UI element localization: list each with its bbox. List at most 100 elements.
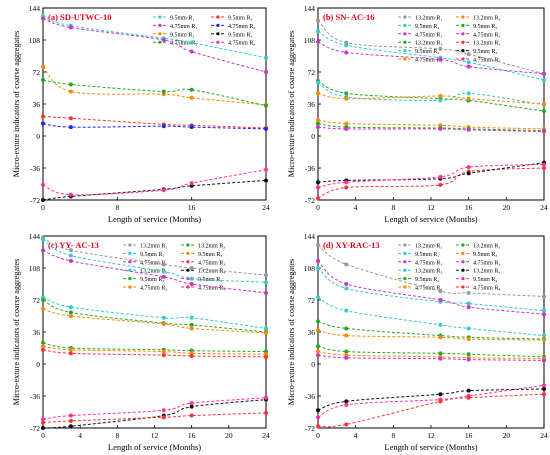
data-point	[41, 426, 45, 430]
data-point	[466, 91, 471, 96]
data-point	[438, 322, 443, 327]
series-line	[42, 237, 267, 276]
y-tick-label: 72	[308, 296, 316, 305]
series-line	[42, 169, 267, 196]
legend-label: 13.2mm R₂	[415, 41, 442, 47]
y-tick-label: 36	[33, 328, 41, 337]
data-point	[316, 328, 320, 333]
data-point	[438, 182, 443, 187]
data-point	[189, 95, 194, 100]
y-tick-label: 108	[29, 264, 41, 273]
data-point	[68, 25, 73, 30]
data-point	[344, 355, 349, 360]
legend-marker	[403, 285, 407, 289]
series-line	[317, 119, 545, 130]
legend-marker	[403, 40, 407, 44]
data-point	[438, 46, 443, 51]
data-point	[41, 248, 45, 253]
data-point	[344, 422, 349, 427]
data-point	[189, 282, 194, 286]
data-point	[438, 298, 443, 302]
data-point	[41, 237, 45, 242]
legend-label: 9.5mm R₂	[140, 277, 164, 283]
y-tick-label: -72	[305, 424, 315, 433]
legend: 13.2mm R₁ 9.5mm R₁ 4.75mm R₁ 13.2mm R₂ 9.5mm…	[398, 15, 500, 64]
x-tick-label: 16	[465, 203, 473, 212]
data-point	[466, 52, 471, 57]
data-point	[68, 192, 73, 197]
series-line	[317, 162, 545, 183]
data-point	[438, 174, 443, 179]
data-point	[161, 415, 166, 420]
data-point	[316, 424, 320, 429]
data-point	[466, 395, 471, 400]
legend-marker	[158, 15, 162, 19]
data-point	[41, 182, 45, 187]
legend-label: 9.5mm R₂	[170, 32, 194, 38]
legend-label: 9.5mm R₁	[415, 252, 439, 258]
data-point	[344, 308, 349, 313]
data-point	[542, 166, 546, 170]
legend-marker	[461, 57, 465, 61]
y-tick-label: 144	[304, 4, 316, 13]
x-tick-label: 24	[540, 431, 548, 440]
x-axis-label: Length of service (Months)	[108, 214, 201, 224]
legend-label: 13.2mm R₃	[198, 244, 225, 250]
data-point	[316, 415, 320, 420]
x-tick-label: 12	[427, 203, 435, 212]
y-tick-label: 108	[304, 264, 316, 273]
data-point	[344, 185, 349, 190]
y-axis-label: Micro-exture indicators of coarse aggreg…	[287, 31, 296, 177]
legend-label: 4.75mm R₃	[473, 32, 500, 38]
legend-label: 4.75mm R₃	[473, 260, 500, 266]
data-point	[542, 386, 546, 391]
series-line	[42, 296, 267, 329]
data-point	[264, 103, 268, 108]
series-line	[42, 66, 267, 106]
data-point	[68, 82, 73, 87]
legend-marker	[128, 260, 132, 264]
data-point	[68, 310, 73, 315]
data-point	[344, 121, 349, 126]
legend-label: 9.5mm R₄	[228, 32, 252, 38]
legend-label: 9.5mm R₃	[198, 252, 222, 258]
legend-label: 4.75mm R₄	[198, 286, 225, 292]
series-line	[317, 329, 545, 341]
data-point	[466, 165, 471, 170]
data-point	[316, 295, 320, 300]
data-point	[68, 248, 73, 253]
legend-label: 9.5mm R₃	[473, 24, 497, 30]
y-tick-label: 36	[308, 100, 316, 109]
data-point	[41, 16, 45, 21]
legend-marker	[158, 32, 162, 36]
legend-label: 13.2mm R₂	[415, 269, 442, 275]
legend-marker	[461, 243, 465, 247]
series-line	[42, 412, 267, 424]
data-point	[189, 413, 194, 418]
series-line	[42, 299, 267, 333]
data-point	[264, 280, 268, 285]
y-axis-label: Micro-exture indicators of coarse aggreg…	[12, 31, 21, 177]
data-point	[438, 399, 443, 404]
legend-label: 9.5mm R₂	[415, 277, 439, 283]
legend-marker	[461, 285, 465, 289]
data-point	[438, 335, 443, 340]
legend-label: 9.5mm R₄	[473, 277, 497, 283]
legend-label: 9.5mm R₃	[228, 16, 252, 22]
data-point	[344, 286, 349, 291]
legend-label: 4.75mm R₁	[170, 24, 197, 30]
data-point	[344, 333, 349, 338]
data-point	[264, 273, 268, 278]
data-point	[316, 344, 320, 349]
data-point	[68, 258, 73, 263]
data-point	[41, 306, 45, 311]
series-line	[317, 320, 545, 340]
y-tick-label: 72	[308, 68, 316, 77]
data-point	[344, 282, 349, 286]
data-point	[161, 124, 166, 129]
y-tick-label: 72	[33, 68, 41, 77]
legend-label: 13.2mm R₁	[415, 16, 442, 22]
y-tick-label: -36	[305, 392, 315, 401]
y-axis-label: Micro-exture indicators of coarse aggreg…	[12, 259, 21, 405]
legend-marker	[128, 243, 132, 247]
